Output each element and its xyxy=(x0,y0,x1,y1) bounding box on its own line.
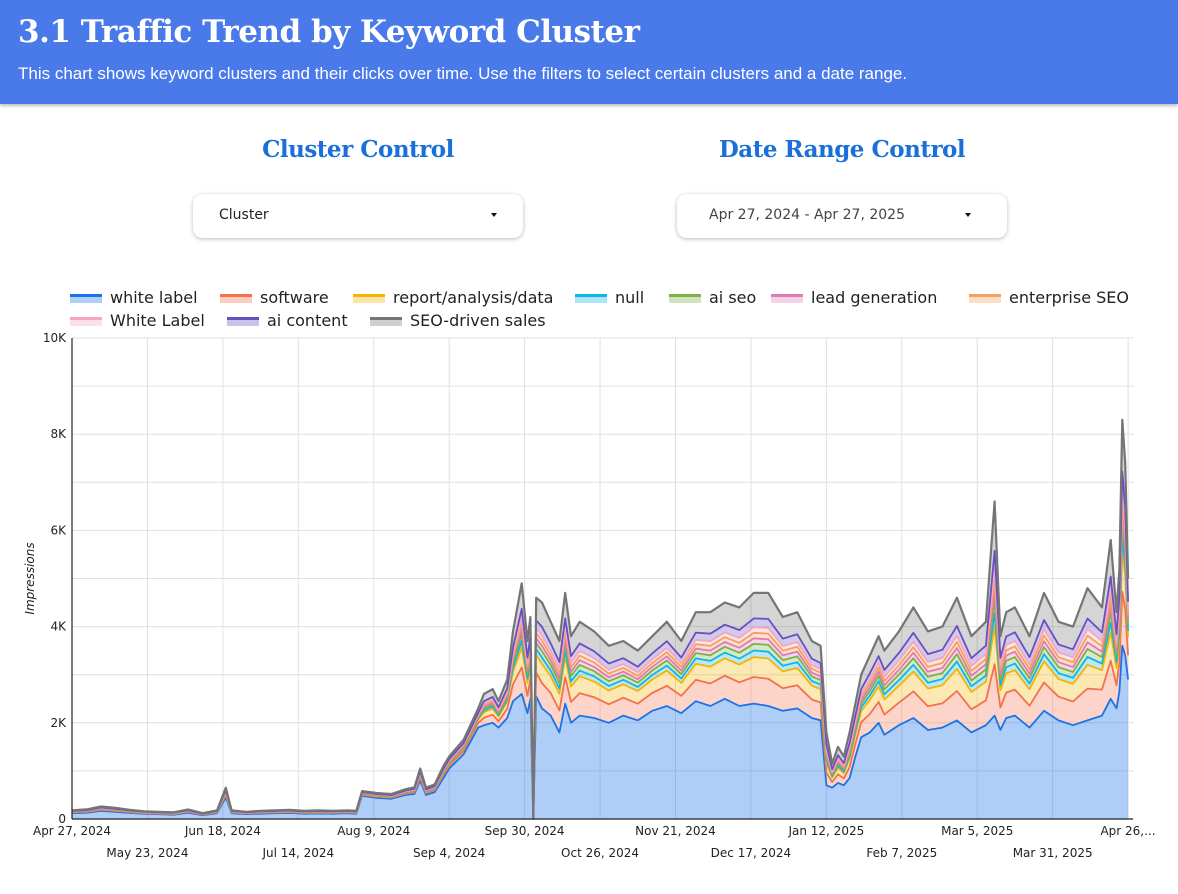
x-tick-label: Mar 31, 2025 xyxy=(1013,846,1093,860)
x-tick-label: Apr 27, 2024 xyxy=(33,824,111,838)
legend-swatch-icon xyxy=(370,316,402,326)
y-tick-label: 8K xyxy=(50,427,67,441)
y-tick-label: 6K xyxy=(50,523,67,537)
stacked-area-chart: 0 2K 4K 6K 8K 10K Apr 27, 2024 Jun 18, 2024 Aug … xyxy=(23,331,1156,860)
legend-swatch-icon xyxy=(220,293,252,303)
cluster-control-title: Cluster Control xyxy=(262,136,454,163)
legend-item[interactable]: lead generation xyxy=(771,288,937,307)
x-tick-label: Mar 5, 2025 xyxy=(941,824,1013,838)
legend-label: report/analysis/data xyxy=(393,288,554,307)
legend-swatch-icon xyxy=(227,316,259,326)
y-tick-label: 2K xyxy=(50,716,67,730)
legend-item[interactable]: enterprise SEO xyxy=(969,288,1129,307)
x-tick-label: Oct 26, 2024 xyxy=(561,846,639,860)
x-tick-label: Sep 4, 2024 xyxy=(413,846,485,860)
date-range-control-title: Date Range Control xyxy=(718,136,966,163)
legend-item[interactable]: software xyxy=(220,288,329,307)
legend-label: software xyxy=(260,288,329,307)
legend-swatch-icon xyxy=(669,293,701,303)
legend-label: lead generation xyxy=(811,288,938,307)
legend-label: White Label xyxy=(110,311,205,330)
page-title: 3.1 Traffic Trend by Keyword Cluster xyxy=(18,14,640,50)
x-tick-label: Feb 7, 2025 xyxy=(866,846,937,860)
area-white-label xyxy=(72,645,1129,819)
chart-areas xyxy=(72,419,1129,819)
chart-axes: 0 2K 4K 6K 8K 10K Apr 27, 2024 Jun 18, 2024 Aug … xyxy=(33,331,1156,860)
cluster-dropdown[interactable]: Cluster xyxy=(193,194,523,238)
legend-label: ai content xyxy=(267,311,348,330)
x-tick-label: Jan 12, 2025 xyxy=(787,824,864,838)
x-tick-label: Dec 17, 2024 xyxy=(711,846,791,860)
x-tick-label: Aug 9, 2024 xyxy=(337,824,410,838)
x-tick-label: Jul 14, 2024 xyxy=(261,846,334,860)
legend-swatch-icon xyxy=(969,293,1001,303)
cluster-dropdown-value: Cluster xyxy=(219,207,269,223)
date-range-dropdown-value: Apr 27, 2024 - Apr 27, 2025 xyxy=(709,207,905,223)
legend-item[interactable]: white label xyxy=(70,288,198,307)
y-axis-label: Impressions xyxy=(23,542,37,614)
x-tick-label: Jun 18, 2024 xyxy=(184,824,261,838)
date-range-dropdown[interactable]: Apr 27, 2024 - Apr 27, 2025 xyxy=(677,194,1007,238)
chevron-down-icon xyxy=(491,213,497,217)
area-ai-content xyxy=(72,471,1129,818)
legend-item[interactable]: null xyxy=(575,288,644,307)
legend-item[interactable]: report/analysis/data xyxy=(353,288,553,307)
area-software xyxy=(72,591,1129,819)
line-seo-driven-sales xyxy=(71,418,1130,819)
page-subtitle: This chart shows keyword clusters and th… xyxy=(18,64,908,83)
legend-item[interactable]: SEO-driven sales xyxy=(370,311,546,330)
legend-swatch-icon xyxy=(353,293,385,303)
legend-label: white label xyxy=(110,288,198,307)
legend-swatch-icon xyxy=(771,293,803,303)
area-report-analysis-data xyxy=(72,550,1129,819)
x-tick-label: May 23, 2024 xyxy=(106,846,188,860)
y-tick-label: 0 xyxy=(58,812,66,826)
legend-label: null xyxy=(615,288,645,307)
x-tick-label: Nov 21, 2024 xyxy=(635,824,716,838)
x-tick-label: Sep 30, 2024 xyxy=(485,824,565,838)
chart-lines xyxy=(71,418,1130,820)
chevron-down-icon xyxy=(965,213,971,217)
y-tick-label: 4K xyxy=(50,620,67,634)
legend-label: enterprise SEO xyxy=(1009,288,1129,307)
legend-label: ai seo xyxy=(709,288,757,307)
legend-swatch-icon xyxy=(575,293,607,303)
y-tick-label: 10K xyxy=(43,331,67,345)
legend-item[interactable]: White Label xyxy=(70,311,205,330)
legend-item[interactable]: ai content xyxy=(227,311,348,330)
legend-swatch-icon xyxy=(70,316,102,326)
legend-swatch-icon xyxy=(70,293,102,303)
page-header: 3.1 Traffic Trend by Keyword Cluster Thi… xyxy=(0,0,1178,104)
x-tick-label: Apr 26,... xyxy=(1100,824,1155,838)
legend-label: SEO-driven sales xyxy=(410,311,546,330)
chart-grid xyxy=(71,337,1134,820)
legend-item[interactable]: ai seo xyxy=(669,288,756,307)
area-seo-driven-sales xyxy=(72,419,1129,818)
